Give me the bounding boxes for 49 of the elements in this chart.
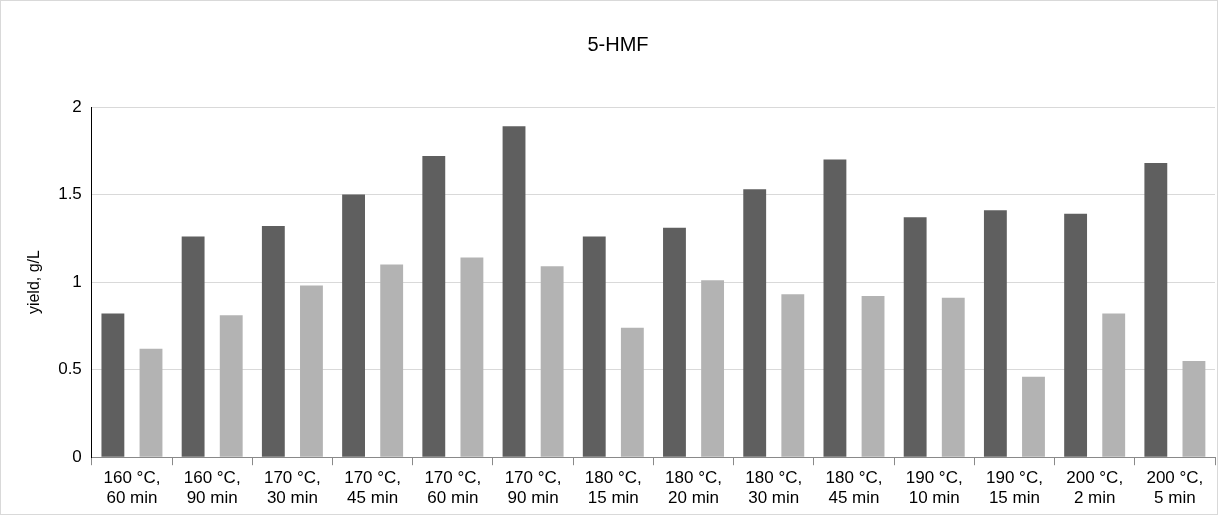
bar [903,217,927,457]
x-tick-label: 190 °C, 10 min [905,468,963,508]
bar [181,236,205,457]
bar [663,227,686,457]
x-tick-label: 180 °C, 20 min [665,468,722,508]
y-tick-label: 0.5 [58,359,82,379]
y-tick-label: 1 [72,271,82,291]
x-tick-label: 180 °C, 15 min [584,468,642,508]
bar [380,264,404,457]
bar [219,315,243,457]
bar [620,327,644,457]
y-tick-label: 0 [72,446,82,466]
y-tick-label: 1.5 [58,184,82,204]
bar [1022,376,1045,457]
bar [941,297,965,457]
x-tick-label: 160 °C, 90 min [183,468,241,508]
bar [701,280,725,457]
x-tick-label: 200 °C, 2 min [1066,468,1124,508]
bar [460,257,484,457]
bar [582,236,606,457]
x-tick-label: 180 °C, 30 min [745,468,803,508]
bar [1102,313,1126,457]
bar [422,156,446,457]
bar [1144,163,1168,457]
bar [983,210,1007,457]
bar [1064,213,1088,457]
bar [781,294,805,457]
x-tick-label: 170 °C, 30 min [263,468,321,508]
bar [502,126,526,457]
bar [540,266,564,457]
bar [342,194,365,457]
y-tick-label: 2 [72,96,82,116]
chart-title: 5-HMF [587,32,649,55]
x-tick-label: 160 °C, 60 min [103,468,161,508]
x-tick-label: 180 °C, 45 min [825,468,883,508]
bar [101,313,125,457]
bar [1182,360,1206,457]
x-tick-label: 200 °C, 5 min [1146,468,1204,508]
bar [743,189,767,457]
x-tick-label: 170 °C, 60 min [424,468,482,508]
y-axis-title: yield, g/L [25,249,43,315]
bar [300,285,323,457]
x-tick-label: 170 °C, 90 min [504,468,562,508]
bar [823,159,847,457]
x-tick-label: 190 °C, 15 min [985,468,1043,508]
x-tick-label: 170 °C, 45 min [344,468,402,508]
bar [261,226,285,457]
bar [139,348,163,457]
bar [861,296,885,457]
